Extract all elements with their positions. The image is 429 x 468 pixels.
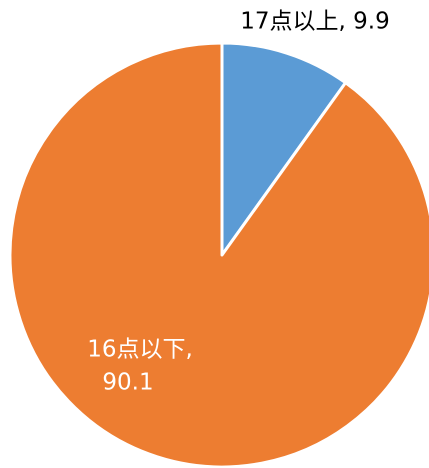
data-label: 17点以上, 9.9 xyxy=(240,9,389,35)
data-label: 90.1 xyxy=(102,370,153,396)
data-label: 16点以下, xyxy=(87,337,193,363)
pie-slice xyxy=(220,41,348,257)
pie-slice xyxy=(8,41,429,468)
